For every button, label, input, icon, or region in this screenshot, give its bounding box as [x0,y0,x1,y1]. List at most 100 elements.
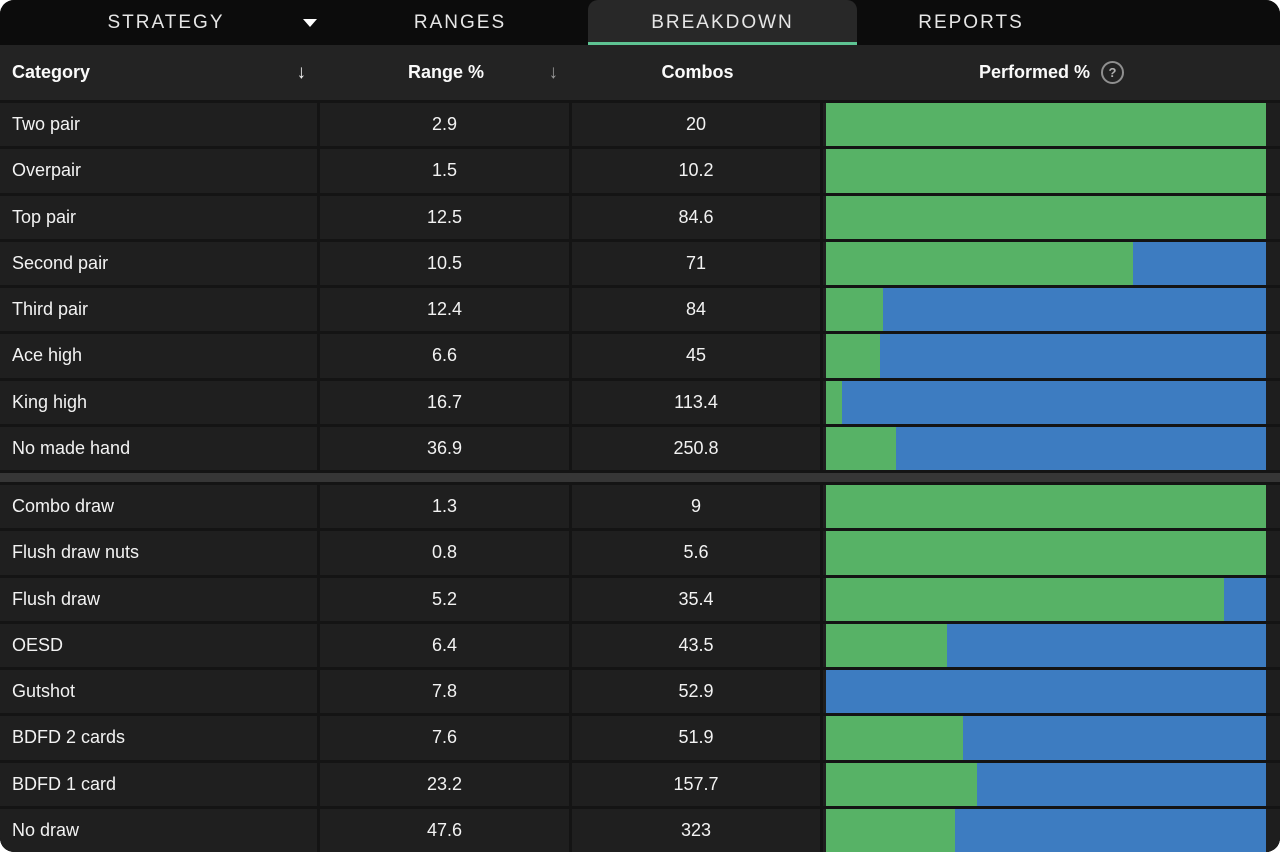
performed-green-segment [826,485,1266,529]
performed-blue-segment [946,623,1266,667]
performed-bar-cell [823,762,1280,806]
row-range-pct: 7.6 [320,716,572,760]
performed-bar-cell [823,241,1280,285]
section-divider [0,473,1280,482]
performed-green-segment [826,288,883,332]
performed-bar-cell [823,485,1280,529]
performed-bar-cell [823,808,1280,852]
table-row[interactable]: Combo draw 1.3 9 [0,485,1280,529]
row-combos: 5.6 [572,531,823,575]
tab-strategy[interactable]: STRATEGY [0,0,332,45]
table-row[interactable]: Gutshot 7.8 52.9 [0,670,1280,714]
table-row[interactable]: Second pair 10.5 71 [0,241,1280,285]
performed-bar-cell [823,149,1280,193]
performed-bar [826,195,1266,239]
performed-bar [826,426,1266,470]
performed-bar [826,531,1266,575]
performed-bar-cell [823,577,1280,621]
row-category-label: Ace high [0,334,320,378]
table-row[interactable]: King high 16.7 113.4 [0,380,1280,424]
sort-descending-icon[interactable]: ↓ [548,61,559,83]
row-category-label: Flush draw nuts [0,531,320,575]
chevron-down-icon[interactable] [303,19,317,27]
table-row[interactable]: Flush draw 5.2 35.4 [0,577,1280,621]
row-range-pct: 6.4 [320,623,572,667]
performed-bar [826,149,1266,193]
row-combos: 113.4 [572,380,823,424]
row-range-pct: 12.4 [320,288,572,332]
tab-strategy-label: STRATEGY [107,11,225,33]
row-category-label: Third pair [0,288,320,332]
row-combos: 157.7 [572,762,823,806]
table-row[interactable]: OESD 6.4 43.5 [0,623,1280,667]
performed-green-segment [826,808,956,852]
row-category-label: Combo draw [0,485,320,529]
row-combos: 71 [572,241,823,285]
header-category-label: Category [12,62,91,82]
table-row[interactable]: No made hand 36.9 250.8 [0,426,1280,470]
tab-reports-label: REPORTS [918,11,1024,33]
row-range-pct: 47.6 [320,808,572,852]
tab-ranges[interactable]: RANGES [360,0,560,45]
performed-bar-cell [823,531,1280,575]
row-combos: 9 [572,485,823,529]
active-tab-underline [588,42,857,45]
row-category-label: Second pair [0,241,320,285]
top-tab-bar: STRATEGY RANGES BREAKDOWN REPORTS [0,0,1280,45]
table-row[interactable]: Top pair 12.5 84.6 [0,195,1280,239]
table-row[interactable]: Two pair 2.9 20 [0,103,1280,147]
performed-green-segment [826,426,897,470]
row-combos: 250.8 [572,426,823,470]
row-range-pct: 2.9 [320,103,572,147]
table-body: Two pair 2.9 20 Overpair 1.5 10.2 Top pair 12.5… [0,103,1280,852]
sort-descending-icon[interactable]: ↓ [296,61,307,83]
row-combos: 323 [572,808,823,852]
performed-bar-cell [823,103,1280,147]
table-row[interactable]: BDFD 2 cards 7.6 51.9 [0,716,1280,760]
performed-bar [826,103,1266,147]
performed-bar [826,334,1266,378]
header-performed-label: Performed % [978,62,1091,82]
header-combos[interactable]: Combos [572,45,823,100]
table-row[interactable]: No draw 47.6 323 [0,808,1280,852]
performed-bar-cell [823,623,1280,667]
row-range-pct: 10.5 [320,241,572,285]
tab-reports[interactable]: REPORTS [871,0,1071,45]
performed-bar [826,808,1266,852]
header-performed: Performed % ? [823,45,1280,100]
performed-green-segment [826,716,964,760]
row-range-pct: 12.5 [320,195,572,239]
table-row[interactable]: Overpair 1.5 10.2 [0,149,1280,193]
row-combos: 51.9 [572,716,823,760]
row-range-pct: 36.9 [320,426,572,470]
performed-green-segment [826,623,947,667]
performed-bar-cell [823,195,1280,239]
performed-green-segment [826,149,1266,193]
row-category-label: OESD [0,623,320,667]
performed-bar [826,380,1266,424]
performed-bar [826,762,1266,806]
table-row[interactable]: Ace high 6.6 45 [0,334,1280,378]
row-combos: 84 [572,288,823,332]
row-combos: 52.9 [572,670,823,714]
table-header: Category ↓ Range % ↓ Combos Performed % … [0,45,1280,100]
header-range[interactable]: Range % ↓ [320,45,572,100]
tab-breakdown[interactable]: BREAKDOWN [588,0,857,45]
performed-bar [826,716,1266,760]
table-row[interactable]: Third pair 12.4 84 [0,288,1280,332]
performed-blue-segment [826,670,1266,714]
row-combos: 10.2 [572,149,823,193]
performed-green-segment [826,334,880,378]
performed-green-segment [826,577,1225,621]
row-category-label: No draw [0,808,320,852]
table-row[interactable]: Flush draw nuts 0.8 5.6 [0,531,1280,575]
help-icon[interactable]: ? [1101,61,1125,84]
row-combos: 84.6 [572,195,823,239]
row-range-pct: 5.2 [320,577,572,621]
row-range-pct: 6.6 [320,334,572,378]
row-combos: 45 [572,334,823,378]
table-row[interactable]: BDFD 1 card 23.2 157.7 [0,762,1280,806]
row-category-label: King high [0,380,320,424]
header-category[interactable]: Category ↓ [0,45,320,100]
